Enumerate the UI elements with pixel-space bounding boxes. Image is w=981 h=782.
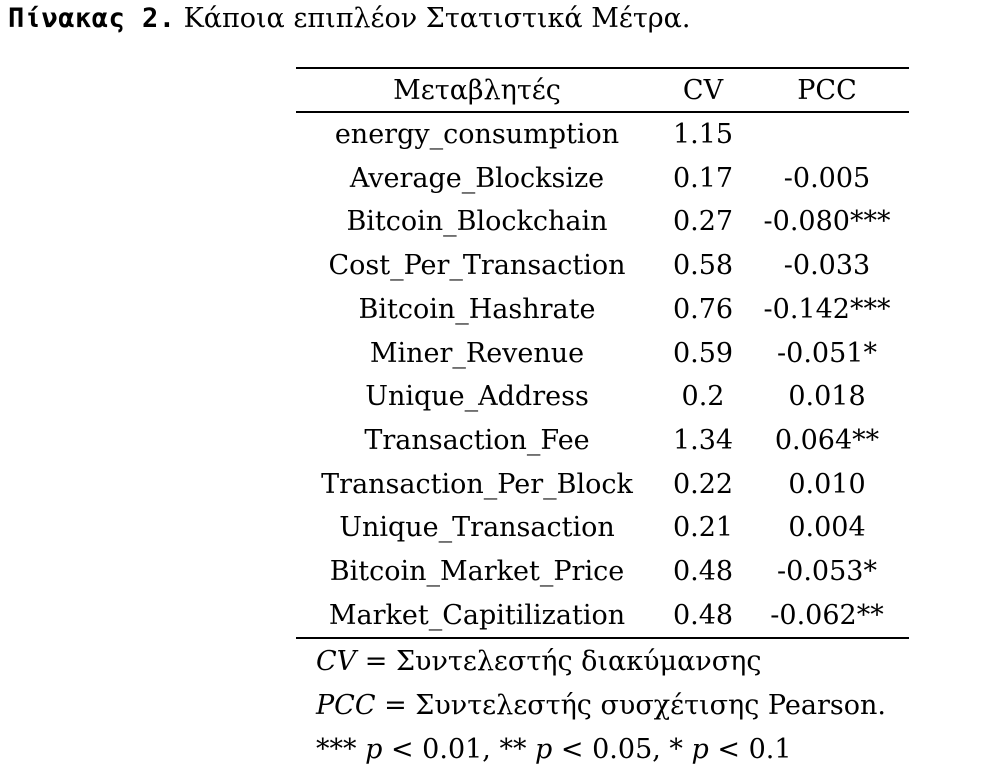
note-pcc: PCC = Συντελεστής συσχέτισης Pearson. <box>316 684 886 728</box>
table-header-row: Μεταβλητές CV PCC <box>296 69 909 113</box>
row-variable: Bitcoin_Market_Price <box>329 556 625 587</box>
row-variable: Unique_Transaction <box>339 512 615 544</box>
sig-p-3: p <box>691 734 709 765</box>
header-rule <box>296 111 909 113</box>
note-pcc-definition: = Συντελεστής συσχέτισης Pearson. <box>384 690 886 721</box>
row-cv: 0.48 <box>672 556 734 587</box>
row-pcc: -0.051* <box>777 337 877 369</box>
row-cv: 0.2 <box>681 381 725 413</box>
note-cv: CV = Συντελεστής διακύμανσης <box>316 640 886 684</box>
caption-label: Πίνακας 2. <box>8 3 176 34</box>
row-cv: 0.58 <box>672 250 734 282</box>
caption-text: Κάποια επιπλέον Στατιστικά Μέτρα. <box>183 3 691 34</box>
row-cv: 0.22 <box>672 468 734 500</box>
sig-level-3: < 0.1 <box>708 734 792 765</box>
table-row: Average_Blocksize 0.17 -0.005 <box>296 157 909 201</box>
table-row: Unique_Transaction 0.21 0.004 <box>296 506 909 550</box>
top-rule <box>296 67 909 69</box>
row-pcc: -0.062** <box>770 599 884 631</box>
table-row: Cost_Per_Transaction 0.58 -0.033 <box>296 244 909 288</box>
note-cv-symbol: CV <box>316 646 357 677</box>
sig-level-1: < 0.01, ** <box>382 734 536 765</box>
note-pcc-symbol: PCC <box>316 690 376 721</box>
sig-stars-1: *** <box>316 734 366 765</box>
header-pcc: PCC <box>797 75 857 106</box>
table-caption: Πίνακας 2. Κάποια επιπλέον Στατιστικά Μέτ… <box>8 2 690 36</box>
table-row: Market_Capitilization 0.48 -0.062** <box>296 594 909 638</box>
row-pcc: 0.004 <box>788 512 866 544</box>
row-variable: Miner_Revenue <box>369 337 585 369</box>
table-notes: CV = Συντελεστής διακύμανσης PCC = Συντε… <box>316 640 886 772</box>
row-variable: Bitcoin_Blockchain <box>346 206 608 238</box>
sig-level-2: < 0.05, * <box>552 734 692 765</box>
table-row: Unique_Address 0.2 0.018 <box>296 375 909 419</box>
sig-p-2: p <box>535 734 553 765</box>
note-significance: *** p < 0.01, ** p < 0.05, * p < 0.1 <box>316 728 886 772</box>
table-row: Transaction_Fee 1.34 0.064** <box>296 419 909 463</box>
row-variable: Transaction_Per_Block <box>321 468 633 500</box>
row-cv: 1.15 <box>672 119 734 150</box>
row-pcc: -0.005 <box>783 162 871 194</box>
table-row: Bitcoin_Blockchain 0.27 -0.080*** <box>296 200 909 244</box>
row-variable: Transaction_Fee <box>364 424 590 456</box>
row-cv: 0.27 <box>672 206 734 238</box>
row-pcc: -0.142*** <box>763 293 891 325</box>
row-cv: 0.76 <box>672 293 734 325</box>
row-pcc: 0.064** <box>774 424 880 456</box>
table-row: Bitcoin_Market_Price 0.48 -0.053* <box>296 550 909 594</box>
header-variables: Μεταβλητές <box>393 75 561 106</box>
sig-p-1: p <box>365 734 383 765</box>
row-pcc: 0.010 <box>788 468 866 500</box>
row-pcc: 0.018 <box>788 381 866 413</box>
row-cv: 0.59 <box>672 337 734 369</box>
row-cv: 0.17 <box>672 162 734 194</box>
table-row: Miner_Revenue 0.59 -0.051* <box>296 332 909 376</box>
row-pcc: -0.053* <box>777 556 877 587</box>
row-variable: energy_consumption <box>334 119 620 150</box>
table-row: Transaction_Per_Block 0.22 0.010 <box>296 463 909 507</box>
row-variable: Bitcoin_Hashrate <box>358 293 596 325</box>
row-pcc: -0.033 <box>783 250 871 282</box>
header-cv: CV <box>682 75 724 106</box>
row-cv: 0.21 <box>672 512 734 544</box>
bottom-rule <box>296 637 909 639</box>
note-cv-definition: = Συντελεστής διακύμανσης <box>364 646 762 677</box>
row-cv: 1.34 <box>672 424 734 456</box>
row-variable: Unique_Address <box>365 381 589 413</box>
row-cv: 0.48 <box>672 599 734 631</box>
table-row: Bitcoin_Hashrate 0.76 -0.142*** <box>296 288 909 332</box>
row-variable: Market_Capitilization <box>328 599 626 631</box>
table-row: energy_consumption 1.15 <box>296 113 909 157</box>
row-variable: Cost_Per_Transaction <box>328 250 626 282</box>
row-pcc: -0.080*** <box>763 206 891 238</box>
row-variable: Average_Blocksize <box>349 162 605 194</box>
